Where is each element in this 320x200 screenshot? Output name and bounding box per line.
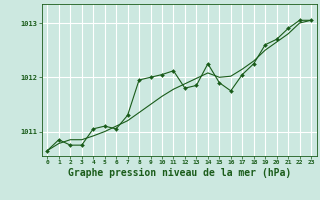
X-axis label: Graphe pression niveau de la mer (hPa): Graphe pression niveau de la mer (hPa) — [68, 168, 291, 178]
